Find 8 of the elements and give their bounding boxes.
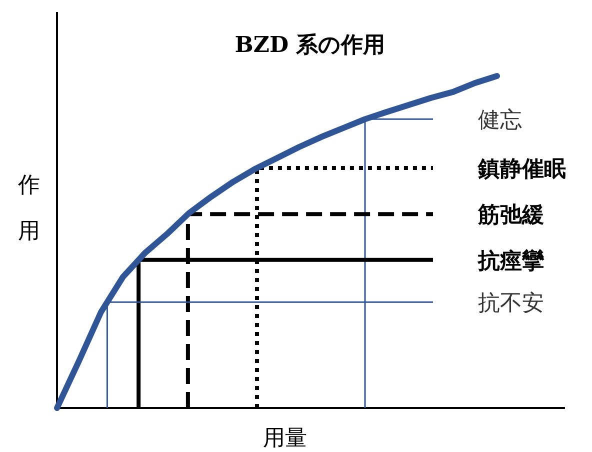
chart-title: BZD 系の作用 bbox=[234, 32, 386, 58]
ref-line-label: 抗不安 bbox=[478, 291, 544, 316]
ref-line-label: 鎮静催眠 bbox=[477, 156, 566, 182]
ref-line-label: 健忘 bbox=[478, 108, 522, 134]
ref-line-label: 筋弛緩 bbox=[477, 202, 544, 228]
ref-line-label: 抗痙攣 bbox=[477, 248, 545, 274]
y-axis-title: 作用 bbox=[17, 173, 40, 244]
x-axis-title: 用量 bbox=[263, 426, 307, 451]
